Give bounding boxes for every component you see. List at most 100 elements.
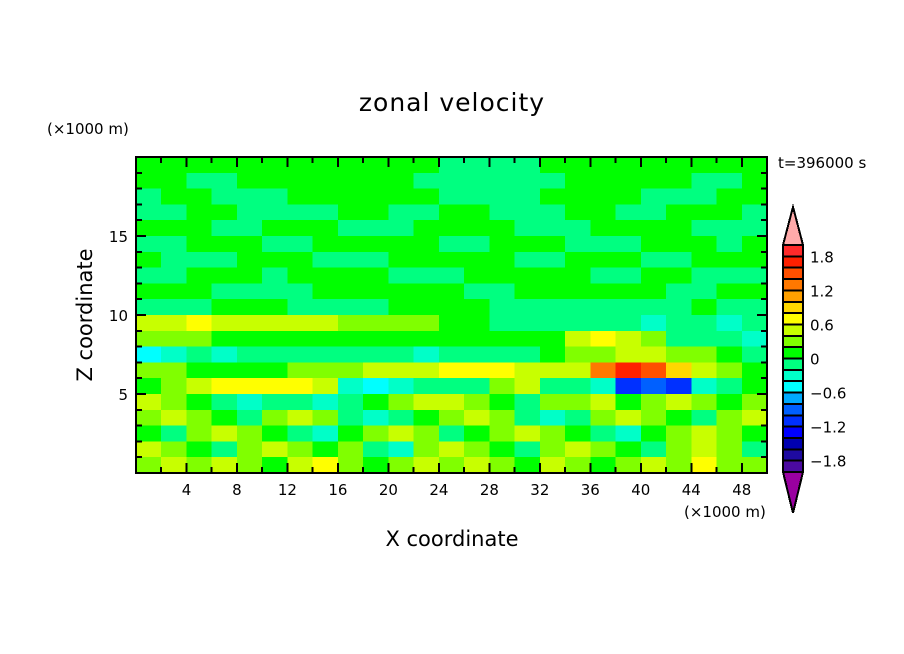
heatmap-cell xyxy=(565,330,591,348)
heatmap-cell xyxy=(337,315,364,332)
heatmap-cell xyxy=(312,409,339,427)
heatmap-cell xyxy=(666,362,692,379)
heatmap-cell xyxy=(186,204,213,221)
heatmap-cell xyxy=(640,251,667,269)
heatmap-cell xyxy=(413,236,440,253)
colorbar-under-triangle xyxy=(781,471,805,514)
heatmap-cell xyxy=(388,267,415,284)
heatmap-cell xyxy=(464,378,490,395)
heatmap-cell xyxy=(186,315,213,332)
colorbar-tick-label: 1.2 xyxy=(810,282,834,300)
heatmap-cell xyxy=(211,378,238,395)
heatmap-cell xyxy=(489,204,516,221)
heatmap-cell xyxy=(666,220,692,237)
heatmap-cell xyxy=(438,441,465,458)
heatmap-cell xyxy=(312,204,339,221)
heatmap-cell xyxy=(186,299,213,316)
heatmap-cell xyxy=(464,267,490,284)
heatmap-cell xyxy=(741,457,768,474)
heatmap-cell xyxy=(565,409,591,427)
heatmap-cell xyxy=(161,378,187,395)
heatmap-cell xyxy=(413,441,440,458)
heatmap-cell xyxy=(363,425,389,442)
heatmap-cell xyxy=(287,378,314,395)
heatmap-cell xyxy=(312,362,339,379)
heatmap-cell xyxy=(363,441,389,458)
heatmap-cell xyxy=(287,425,314,442)
heatmap-cell xyxy=(438,283,465,300)
heatmap-cell xyxy=(413,362,440,379)
x-tick-label: 16 xyxy=(328,481,347,499)
heatmap-cell xyxy=(691,283,718,300)
heatmap-cell xyxy=(236,346,263,363)
heatmap-cell xyxy=(539,267,566,284)
heatmap-cell xyxy=(615,157,642,174)
heatmap-cell xyxy=(337,157,364,174)
y-tick-label: 5 xyxy=(118,386,128,404)
heatmap-cell xyxy=(691,441,718,458)
heatmap-cell xyxy=(262,394,288,411)
plot-frame xyxy=(135,156,768,474)
heatmap-cell xyxy=(236,267,263,284)
heatmap-cell xyxy=(716,330,743,348)
heatmap-cell xyxy=(413,251,440,269)
time-annotation: t=396000 s xyxy=(778,154,867,172)
heatmap-cell xyxy=(438,362,465,379)
heatmap-cell xyxy=(262,157,288,174)
heatmap-cell xyxy=(211,204,238,221)
heatmap-cell xyxy=(666,315,692,332)
x-tick-label: 24 xyxy=(429,481,448,499)
heatmap-cell xyxy=(363,188,389,205)
heatmap-cell xyxy=(691,251,718,269)
heatmap-cell xyxy=(438,188,465,205)
heatmap-cell xyxy=(514,157,541,174)
heatmap-cell xyxy=(388,441,415,458)
heatmap-cell xyxy=(514,267,541,284)
heatmap-cell xyxy=(514,409,541,427)
heatmap-cell xyxy=(716,172,743,190)
heatmap-cell xyxy=(565,362,591,379)
heatmap-cell xyxy=(640,236,667,253)
heatmap-cell xyxy=(514,362,541,379)
heatmap-cell xyxy=(337,346,364,363)
heatmap-cell xyxy=(363,346,389,363)
heatmap-cell xyxy=(413,172,440,190)
heatmap-cell xyxy=(716,425,743,442)
heatmap-cell xyxy=(741,315,768,332)
heatmap-cell xyxy=(615,267,642,284)
heatmap-cell xyxy=(211,172,238,190)
heatmap-cell xyxy=(211,157,238,174)
heatmap-cell xyxy=(337,362,364,379)
heatmap-cell xyxy=(136,251,162,269)
heatmap-cell xyxy=(615,330,642,348)
heatmap-cell xyxy=(413,299,440,316)
heatmap-cell xyxy=(716,204,743,221)
heatmap-cell xyxy=(236,315,263,332)
heatmap-cell xyxy=(691,188,718,205)
heatmap-cell xyxy=(363,457,389,474)
chart-title: zonal velocity xyxy=(358,88,546,117)
heatmap-cell xyxy=(640,378,667,395)
heatmap-cell xyxy=(262,362,288,379)
heatmap-cell xyxy=(590,425,617,442)
heatmap-cell xyxy=(741,378,768,395)
heatmap-cell xyxy=(514,394,541,411)
x-tick-label: 28 xyxy=(480,481,499,499)
heatmap-cell xyxy=(236,409,263,427)
heatmap-cell xyxy=(691,425,718,442)
heatmap-cell xyxy=(666,172,692,190)
heatmap-cell xyxy=(514,236,541,253)
heatmap-cell xyxy=(186,457,213,474)
heatmap-cell xyxy=(211,188,238,205)
heatmap-cell xyxy=(161,425,187,442)
heatmap-cell xyxy=(489,299,516,316)
heatmap-cell xyxy=(388,346,415,363)
heatmap-cell xyxy=(438,236,465,253)
heatmap-cell xyxy=(565,315,591,332)
heatmap-cell xyxy=(464,330,490,348)
heatmap-cell xyxy=(741,236,768,253)
heatmap-cell xyxy=(186,394,213,411)
heatmap-cell xyxy=(337,394,364,411)
heatmap-cell xyxy=(438,251,465,269)
heatmap-cell xyxy=(565,394,591,411)
